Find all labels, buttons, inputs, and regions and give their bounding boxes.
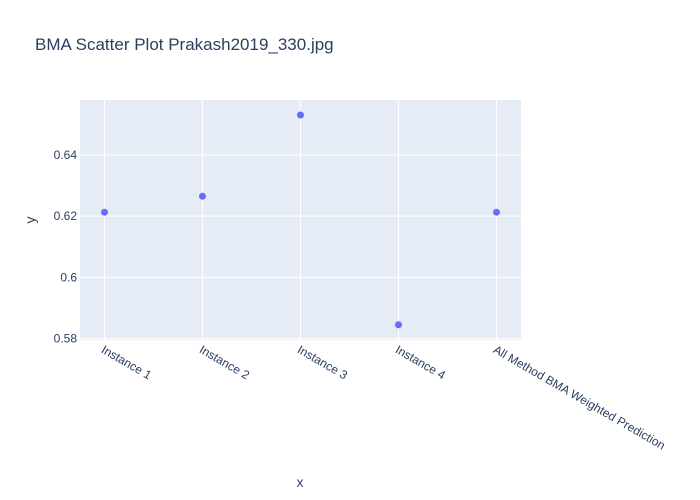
data-point[interactable]	[297, 111, 304, 119]
y-axis-title: y	[22, 217, 38, 224]
y-tick-labels: 0.58 0.6 0.62 0.64	[54, 148, 78, 345]
y-tick-label: 0.64	[54, 148, 78, 162]
x-tick-label: Instance 1	[99, 342, 154, 382]
x-gridlines	[104, 100, 497, 340]
chart-title: BMA Scatter Plot Prakash2019_330.jpg	[35, 35, 334, 54]
x-tick-label: Instance 2	[197, 342, 252, 382]
x-tick-label: All Method BMA Weighted Prediction	[491, 342, 668, 452]
data-point[interactable]	[493, 208, 500, 216]
x-tick-labels: Instance 1 Instance 2 Instance 3 Instance 4…	[99, 342, 668, 452]
x-axis-title: x	[297, 474, 304, 490]
y-tick-label: 0.6	[60, 270, 77, 284]
data-point[interactable]	[199, 192, 206, 200]
x-tick-label: Instance 3	[295, 342, 350, 382]
y-tick-label: 0.58	[54, 331, 78, 345]
x-tick-label: Instance 4	[393, 342, 448, 382]
y-tick-label: 0.62	[54, 209, 78, 223]
data-points	[101, 111, 500, 329]
data-point[interactable]	[395, 321, 402, 329]
data-point[interactable]	[101, 208, 108, 216]
